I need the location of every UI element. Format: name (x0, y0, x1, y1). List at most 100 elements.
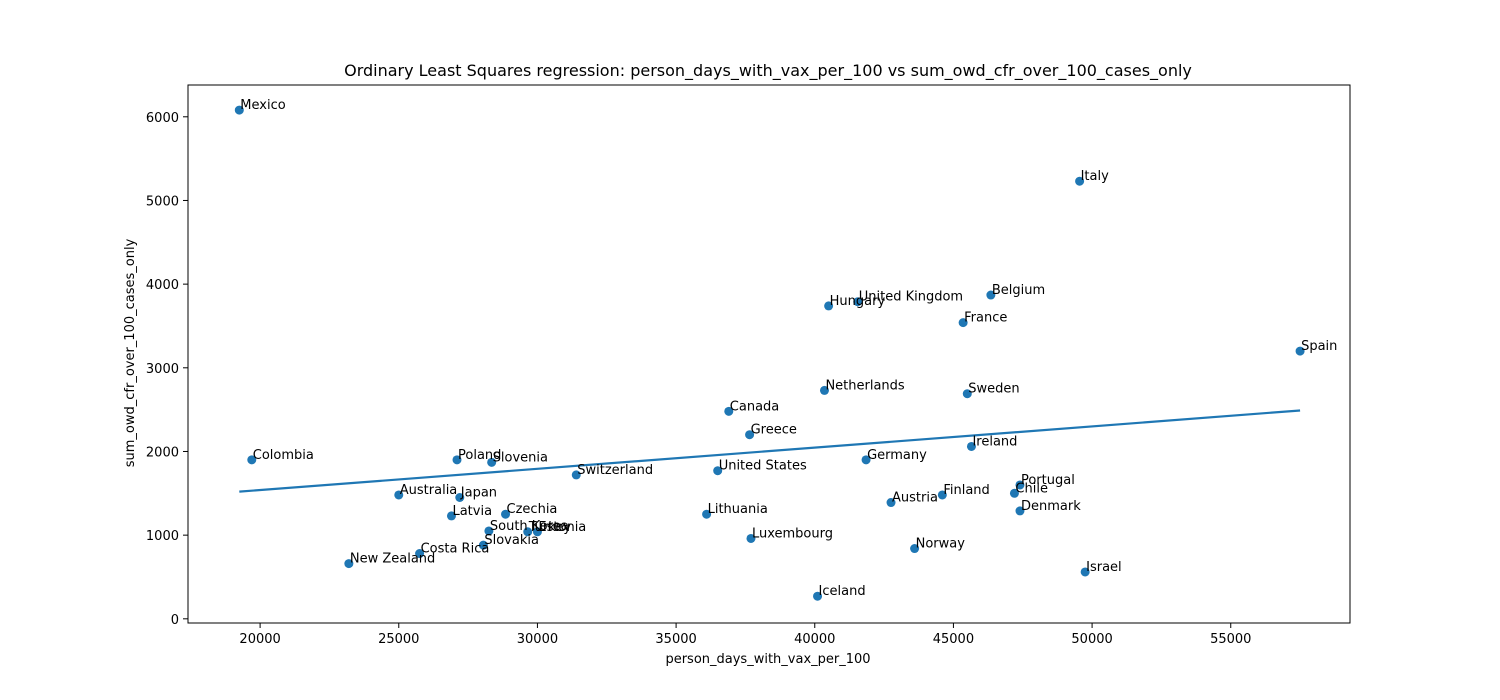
data-point (1015, 506, 1025, 516)
point-label: Norway (916, 537, 966, 552)
data-point (523, 527, 533, 537)
point-label: Austria (892, 491, 938, 506)
point-label: Slovenia (493, 450, 548, 465)
data-point (702, 509, 712, 519)
point-label: Spain (1301, 339, 1337, 354)
data-point (910, 544, 920, 554)
point-label: Netherlands (825, 378, 904, 393)
data-point (886, 498, 896, 508)
point-label: Israel (1086, 560, 1122, 575)
x-tick-label: 20000 (239, 632, 280, 647)
chart-title: Ordinary Least Squares regression: perso… (344, 61, 1192, 81)
data-point (724, 406, 734, 416)
data-point (452, 455, 462, 465)
data-point (1015, 480, 1025, 490)
data-point (986, 290, 996, 300)
point-label: Luxembourg (752, 526, 833, 541)
point-label: Japan (460, 485, 497, 500)
data-point (478, 540, 488, 550)
y-tick-label: 6000 (146, 111, 179, 126)
data-point (415, 549, 425, 559)
x-axis-label: person_days_with_vax_per_100 (665, 652, 870, 667)
data-point (861, 455, 871, 465)
data-point (713, 466, 723, 476)
point-label: Slovakia (484, 533, 539, 548)
data-point (484, 526, 494, 536)
data-point (344, 559, 354, 569)
x-tick-label: 30000 (517, 632, 558, 647)
data-point (962, 389, 972, 399)
point-label: Estonia (538, 520, 586, 535)
point-label: Ireland (972, 434, 1017, 449)
x-tick-label: 25000 (378, 632, 419, 647)
data-point (234, 105, 244, 115)
point-label: United States (719, 459, 807, 474)
data-point (1009, 488, 1019, 498)
point-label: Canada (730, 399, 779, 414)
plot-area (187, 84, 1351, 624)
point-label: Belgium (992, 283, 1045, 298)
x-axis: 20000 25000 30000 35000 40000 45000 50000 55000 (239, 623, 1251, 647)
data-point (394, 490, 404, 500)
point-label: Lithuania (708, 502, 768, 517)
point-label: France (964, 311, 1007, 326)
point-label: Costa Rica (421, 542, 490, 557)
y-tick-label: 1000 (146, 529, 179, 544)
x-tick-label: 55000 (1210, 632, 1251, 647)
y-axis: 0 1000 2000 3000 4000 5000 6000 (146, 111, 188, 628)
data-point (532, 527, 542, 537)
data-point (501, 509, 511, 519)
regression-line (239, 409, 1301, 493)
x-tick-label: 40000 (794, 632, 835, 647)
point-label: Poland (458, 448, 501, 463)
y-tick-label: 2000 (146, 445, 179, 460)
point-label: United Kingdom (859, 290, 963, 305)
data-point (247, 455, 257, 465)
point-label: Finland (943, 483, 989, 498)
point-label: Latvia (452, 504, 492, 519)
x-tick-label: 45000 (933, 632, 974, 647)
point-label: Italy (1081, 169, 1110, 184)
point-label: Australia (400, 483, 458, 498)
data-point (966, 441, 976, 451)
data-point (571, 470, 581, 480)
point-label: Czechia (507, 502, 558, 517)
y-tick-label: 0 (171, 613, 179, 628)
data-point (446, 511, 456, 521)
point-label: Colombia (253, 448, 314, 463)
data-point (1080, 567, 1090, 577)
data-point (937, 490, 947, 500)
point-label: Hungary (830, 294, 886, 309)
data-point (819, 385, 829, 395)
point-label: Switzerland (577, 463, 653, 478)
y-tick-label: 3000 (146, 362, 179, 377)
point-label: Denmark (1021, 499, 1081, 514)
data-point (824, 301, 834, 311)
data-point (487, 457, 497, 467)
point-label: Portugal (1021, 473, 1075, 488)
points-group (234, 105, 1305, 601)
point-label: Iceland (819, 584, 866, 599)
x-tick-label: 50000 (1071, 632, 1112, 647)
data-point (813, 591, 823, 601)
data-point (1075, 176, 1085, 186)
y-tick-label: 5000 (146, 194, 179, 209)
point-label: Greece (751, 423, 797, 438)
point-label: Mexico (240, 98, 285, 113)
point-label: Chile (1015, 481, 1048, 496)
data-point (958, 318, 968, 328)
x-tick-label: 35000 (655, 632, 696, 647)
point-label: Sweden (968, 382, 1019, 397)
data-point (746, 533, 756, 543)
regression-line-group (239, 409, 1301, 493)
data-point (1295, 346, 1305, 356)
data-point (455, 492, 465, 502)
point-label: Germany (867, 448, 927, 463)
y-tick-label: 4000 (146, 278, 179, 293)
data-point (745, 430, 755, 440)
y-axis-label: sum_owd_cfr_over_100_cases_only (123, 238, 138, 467)
point-label: South Korea (490, 519, 569, 534)
point-label: Turkey (528, 520, 572, 535)
